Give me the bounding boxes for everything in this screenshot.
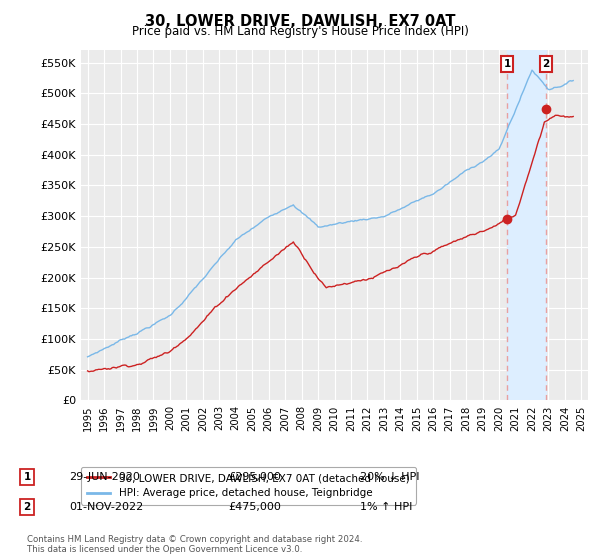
Text: 1: 1 xyxy=(23,472,31,482)
Text: 29-JUN-2020: 29-JUN-2020 xyxy=(69,472,140,482)
Legend: 30, LOWER DRIVE, DAWLISH, EX7 0AT (detached house), HPI: Average price, detached: 30, LOWER DRIVE, DAWLISH, EX7 0AT (detac… xyxy=(81,467,416,505)
Text: 2: 2 xyxy=(542,59,550,69)
Text: 20% ↓ HPI: 20% ↓ HPI xyxy=(360,472,419,482)
Text: Price paid vs. HM Land Registry's House Price Index (HPI): Price paid vs. HM Land Registry's House … xyxy=(131,25,469,38)
Text: 1: 1 xyxy=(503,59,511,69)
Text: £295,000: £295,000 xyxy=(228,472,281,482)
Text: 01-NOV-2022: 01-NOV-2022 xyxy=(69,502,143,512)
Text: 2: 2 xyxy=(23,502,31,512)
Text: Contains HM Land Registry data © Crown copyright and database right 2024.
This d: Contains HM Land Registry data © Crown c… xyxy=(27,535,362,554)
Text: 30, LOWER DRIVE, DAWLISH, EX7 0AT: 30, LOWER DRIVE, DAWLISH, EX7 0AT xyxy=(145,14,455,29)
Text: 1% ↑ HPI: 1% ↑ HPI xyxy=(360,502,412,512)
Text: £475,000: £475,000 xyxy=(228,502,281,512)
Bar xyxy=(507,50,546,400)
